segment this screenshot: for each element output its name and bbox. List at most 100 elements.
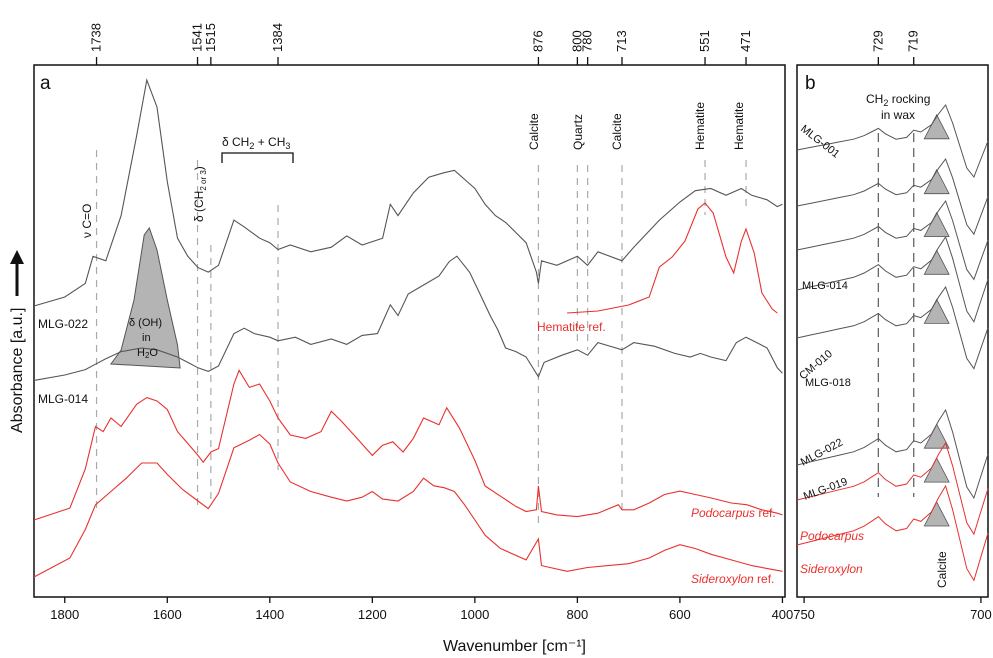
panel-b-title-line1: CH2 rocking <box>866 92 930 108</box>
ch-bracket <box>221 152 294 163</box>
oh-line1: δ (OH) <box>129 317 162 329</box>
top-tick-label: 1384 <box>270 23 285 52</box>
top-tick-label: 1541 <box>190 23 205 52</box>
ch-sub2: 3 <box>285 141 290 151</box>
pb-series-mlg-022 <box>796 235 989 323</box>
x-tick-label: 1800 <box>50 607 79 622</box>
series-layer <box>33 77 989 582</box>
label-hematite-ref: Hematite ref. <box>537 320 606 334</box>
pb-label-mlg-001: MLG-001 <box>798 123 842 161</box>
pb-calcite-band <box>923 211 950 237</box>
pb-label-sideroxylon: Sideroxylon <box>800 562 863 576</box>
ch-a: δ CH <box>222 135 249 149</box>
pb-calcite-band <box>923 168 950 195</box>
oh-line2: in <box>142 332 151 344</box>
annotation-dch: δ (CH2 or 3) <box>192 166 208 222</box>
series-line-podocarpus-ref- <box>33 369 783 521</box>
top-tick-label: 713 <box>614 30 629 52</box>
pb-label-mlg-022: MLG-022 <box>799 437 845 469</box>
oh-h: H <box>137 347 145 359</box>
x-tick-label: 400 <box>772 607 794 622</box>
label-calcite-876: Calcite <box>527 113 541 150</box>
pb-label-calcite: Calcite <box>935 551 949 588</box>
ch-sub1: 2 <box>249 141 254 151</box>
panel-b-title-line2: in wax <box>881 108 915 122</box>
top-tick-label: 780 <box>580 30 595 52</box>
dch-close: ) <box>192 166 206 170</box>
pb-calcite-band <box>923 501 950 527</box>
panel-a-letter: a <box>40 73 51 94</box>
panel-b-frame <box>796 64 989 598</box>
pb-x-tick-label: 750 <box>793 607 815 622</box>
oh-sub: 2 <box>145 351 150 360</box>
sideroxylon-suffix: ref. <box>754 572 775 586</box>
ch-mid: + CH <box>254 135 285 149</box>
pb-label-podocarpus: Podocarpus <box>800 529 864 543</box>
label-podocarpus-ref: Podocarpus ref. <box>691 506 776 520</box>
panel-b-letter: b <box>805 73 816 94</box>
pb-calcite-band <box>923 457 950 483</box>
annotation-ch2-ch3: δ CH2 + CH3 <box>222 135 290 151</box>
pb-series-mlg-001 <box>796 104 989 178</box>
series-line-hematite-ref- <box>567 202 778 314</box>
pb-ch: CH <box>866 92 883 106</box>
label-sideroxylon-ref: Sideroxylon ref. <box>691 572 774 586</box>
pb-series-mlg-018 <box>796 285 989 370</box>
oh-o: O <box>149 347 158 359</box>
top-tick-label: 1515 <box>203 23 218 52</box>
pb-calcite-band <box>923 423 950 449</box>
series-line-mlg-022 <box>33 77 783 307</box>
pb-series-mlg-019 <box>796 408 989 500</box>
y-axis-title: Absorbance [a.u.] <box>9 308 26 433</box>
dashed-marker-lines <box>95 133 915 525</box>
label-mlg-014: MLG-014 <box>38 392 88 406</box>
dch-text: δ (CH <box>192 191 206 222</box>
pb-label-mlg-014: MLG-014 <box>802 280 848 292</box>
x-tick-label: 800 <box>567 607 589 622</box>
pb-label-mlg-018: MLG-018 <box>805 377 851 389</box>
pb-series-sideroxylon <box>796 484 989 582</box>
label-mlg-022: MLG-022 <box>38 317 88 331</box>
oh-line3: H2O <box>137 347 158 360</box>
series-line-mlg-014 <box>33 255 783 381</box>
label-hematite-551: Hematite <box>693 102 707 150</box>
top-tick-label: 876 <box>530 30 545 52</box>
annotation-vco: ν C=O <box>80 204 94 238</box>
podocarpus-suffix: ref. <box>755 506 776 520</box>
top-tick-label: 1738 <box>89 23 104 52</box>
x-tick-label: 1400 <box>255 607 284 622</box>
axes-layer: 1800 1600 1400 1200 1000 800 600 400 1738 1541151… <box>50 23 991 622</box>
x-axis-title: Wavenumber [cm⁻¹] <box>443 638 586 655</box>
top-tick-label: 551 <box>697 30 712 52</box>
pb-series-mlg-014 <box>796 157 989 236</box>
pb-series-cm-010 <box>796 199 989 281</box>
y-axis-arrow-head <box>10 250 24 264</box>
top-tick-label: 471 <box>738 30 753 52</box>
pb-x-tick-label: 700 <box>970 607 992 622</box>
pb-calcite-band <box>923 113 950 140</box>
label-quartz: Quartz <box>571 114 585 150</box>
podocarpus-name: Podocarpus <box>691 506 755 520</box>
label-calcite-713: Calcite <box>610 113 624 150</box>
x-tick-label: 1600 <box>153 607 182 622</box>
oh-water-band <box>109 226 181 369</box>
x-tick-label: 1200 <box>358 607 387 622</box>
x-tick-label: 1000 <box>460 607 489 622</box>
pb-top-tick-label: 719 <box>906 30 921 52</box>
dch-sub: 2 or 3 <box>199 170 208 191</box>
label-hematite-471: Hematite <box>732 102 746 150</box>
sideroxylon-name: Sideroxylon <box>691 572 754 586</box>
series-line-sideroxylon-ref- <box>33 433 783 578</box>
pb-sub: 2 <box>883 98 888 108</box>
pb-label-mlg-019: MLG-019 <box>802 476 849 503</box>
pb-top-tick-label: 729 <box>870 30 885 52</box>
pb-rock: rocking <box>888 92 930 106</box>
top-tick-label: 800 <box>569 30 584 52</box>
pb-calcite-band <box>923 249 950 275</box>
shaded-bands <box>109 113 950 527</box>
panel-a-frame <box>33 64 786 598</box>
pb-series-podocarpus <box>796 441 989 536</box>
x-tick-label: 600 <box>669 607 691 622</box>
pb-calcite-band <box>923 298 950 324</box>
